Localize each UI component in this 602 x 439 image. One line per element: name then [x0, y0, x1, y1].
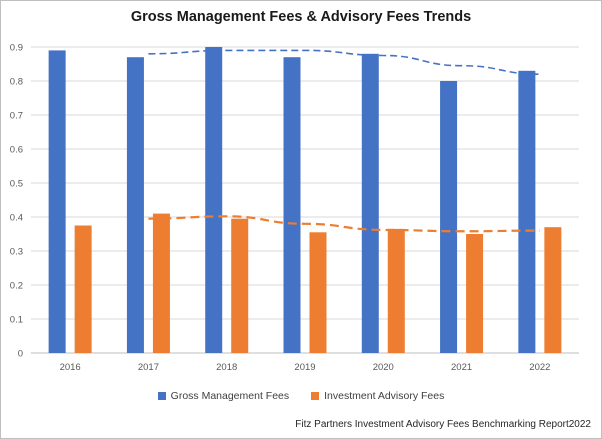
y-tick-label: 0.8 [10, 77, 23, 88]
bar-investment-advisory-fees [153, 214, 170, 353]
x-tick-label: 2020 [373, 362, 394, 373]
y-tick-label: 0 [18, 349, 23, 360]
legend-item-gross-management-fees: Gross Management Fees [158, 390, 289, 402]
x-tick-label: 2019 [294, 362, 315, 373]
bar-investment-advisory-fees [310, 232, 327, 353]
legend-item-investment-advisory-fees: Investment Advisory Fees [311, 390, 444, 402]
bar-gross-management-fees [127, 57, 144, 353]
bar-investment-advisory-fees [231, 219, 248, 353]
x-tick-label: 2017 [138, 362, 159, 373]
legend-swatch-gross-management-fees [158, 392, 166, 400]
y-tick-label: 0.9 [10, 43, 23, 54]
y-tick-label: 0.2 [10, 281, 23, 292]
y-tick-label: 0.5 [10, 179, 23, 190]
y-tick-label: 0.3 [10, 247, 23, 258]
y-tick-label: 0.1 [10, 315, 23, 326]
legend-label-gross-management-fees: Gross Management Fees [171, 390, 289, 402]
source-note: Fitz Partners Investment Advisory Fees B… [295, 419, 591, 430]
y-tick-label: 0.6 [10, 145, 23, 156]
bar-gross-management-fees [362, 54, 379, 353]
legend-label-investment-advisory-fees: Investment Advisory Fees [324, 390, 444, 402]
bar-gross-management-fees [440, 81, 457, 353]
x-tick-label: 2018 [216, 362, 237, 373]
legend-swatch-investment-advisory-fees [311, 392, 319, 400]
x-tick-label: 2016 [60, 362, 81, 373]
bar-investment-advisory-fees [544, 227, 561, 353]
x-tick-label: 2021 [451, 362, 472, 373]
bar-gross-management-fees [49, 50, 66, 353]
chart-legend: Gross Management Fees Investment Advisor… [1, 390, 601, 402]
bar-investment-advisory-fees [75, 226, 92, 354]
bar-investment-advisory-fees [466, 234, 483, 353]
chart-frame: Gross Management Fees & Advisory Fees Tr… [0, 0, 602, 439]
bar-gross-management-fees [284, 57, 301, 353]
chart-plot: 0 0.1 0.2 0.3 0.4 0.5 0.6 0.7 0.8 0.9 2016 2017 2018… [1, 1, 601, 438]
bar-investment-advisory-fees [388, 229, 405, 353]
x-tick-label: 2022 [529, 362, 550, 373]
y-tick-label: 0.4 [10, 213, 23, 224]
bar-gross-management-fees [205, 47, 222, 353]
y-tick-label: 0.7 [10, 111, 23, 122]
bar-gross-management-fees [518, 71, 535, 353]
